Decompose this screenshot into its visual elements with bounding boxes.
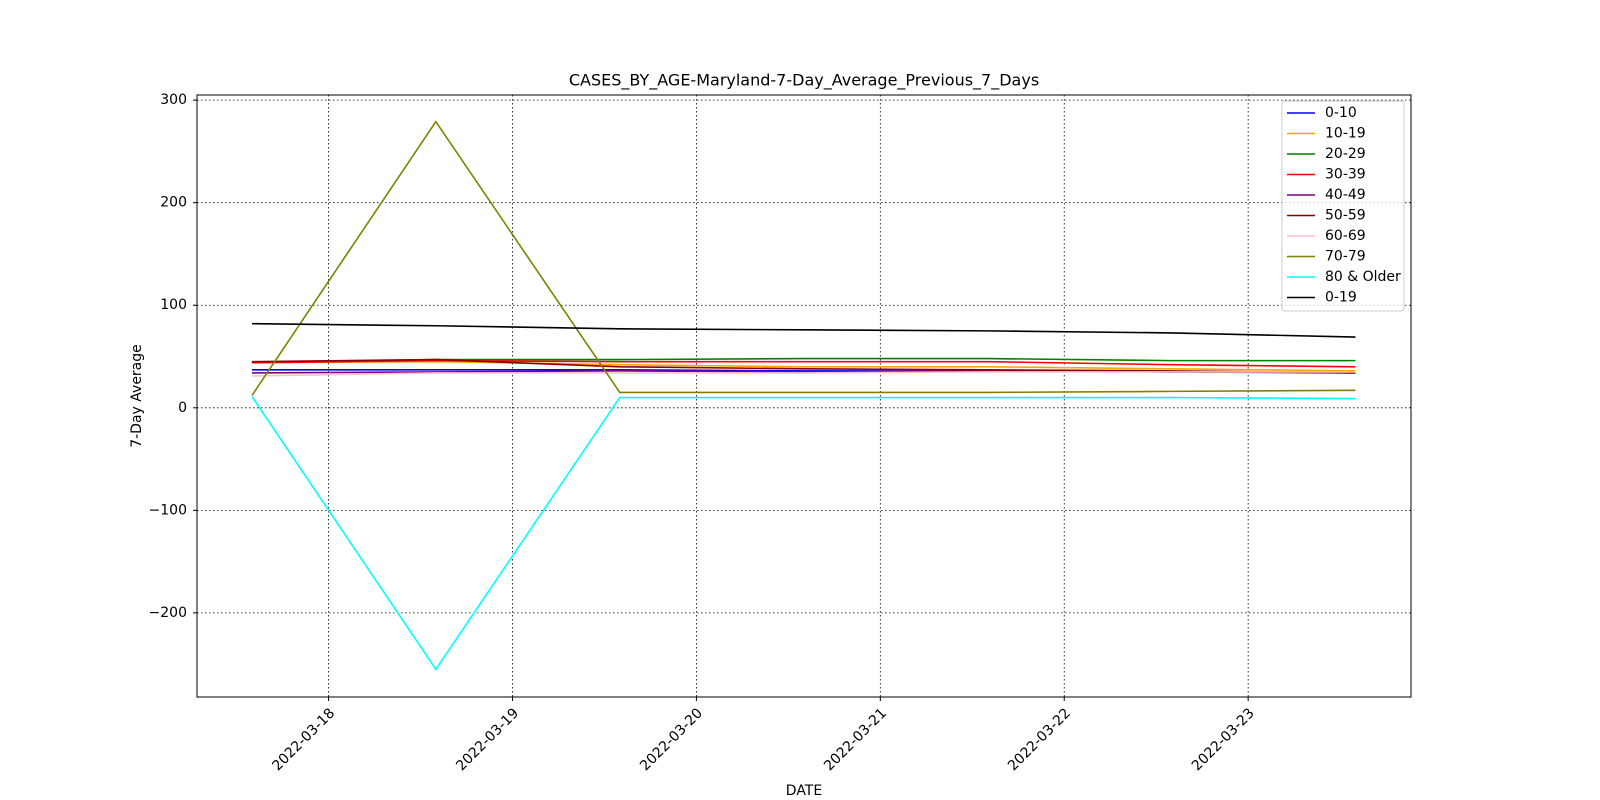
y-tick-label: 0 <box>178 400 187 416</box>
series-line <box>251 396 1356 671</box>
x-tick-label: 2022-03-20 <box>637 705 706 774</box>
x-tick-label: 2022-03-23 <box>1189 705 1258 774</box>
legend-label: 20-29 <box>1325 146 1366 162</box>
y-tick-label: 100 <box>160 297 187 313</box>
series-line <box>251 120 1356 396</box>
x-tick-label: 2022-03-21 <box>821 705 890 774</box>
series-line <box>251 360 1356 372</box>
legend-label: 50-59 <box>1325 208 1366 224</box>
series-line <box>251 359 1356 368</box>
legend-label: 70-79 <box>1325 249 1366 265</box>
y-tick-label: 300 <box>160 92 187 108</box>
x-tick-label: 2022-03-22 <box>1005 705 1074 774</box>
legend-label: 60-69 <box>1325 228 1366 244</box>
legend-label: 0-19 <box>1325 290 1357 306</box>
y-tick-label: −200 <box>149 605 187 621</box>
legend-label: 30-39 <box>1325 167 1366 183</box>
series-line <box>251 371 1356 377</box>
x-axis-label: DATE <box>786 783 822 799</box>
legend-label: 10-19 <box>1325 126 1366 142</box>
y-tick-label: 200 <box>160 195 187 211</box>
legend: 0-10 10-19 20-29 30-39 40-49 50-59 60-69 70-79 8… <box>1281 100 1405 312</box>
legend-label: 80 & Older <box>1325 269 1401 285</box>
x-tick-label: 2022-03-19 <box>453 705 522 774</box>
y-axis-label: 7-Day Average <box>129 344 145 448</box>
legend-label: 0-10 <box>1325 105 1357 121</box>
legend-label: 40-49 <box>1325 187 1366 203</box>
series-line <box>251 358 1356 374</box>
series-line <box>251 322 1356 338</box>
y-tick-label: −100 <box>149 502 187 518</box>
x-tick-label: 2022-03-18 <box>269 705 338 774</box>
plot-frame <box>196 94 1412 698</box>
chart-title: CASES_BY_AGE-Maryland-7-Day_Average_Prev… <box>569 71 1039 91</box>
